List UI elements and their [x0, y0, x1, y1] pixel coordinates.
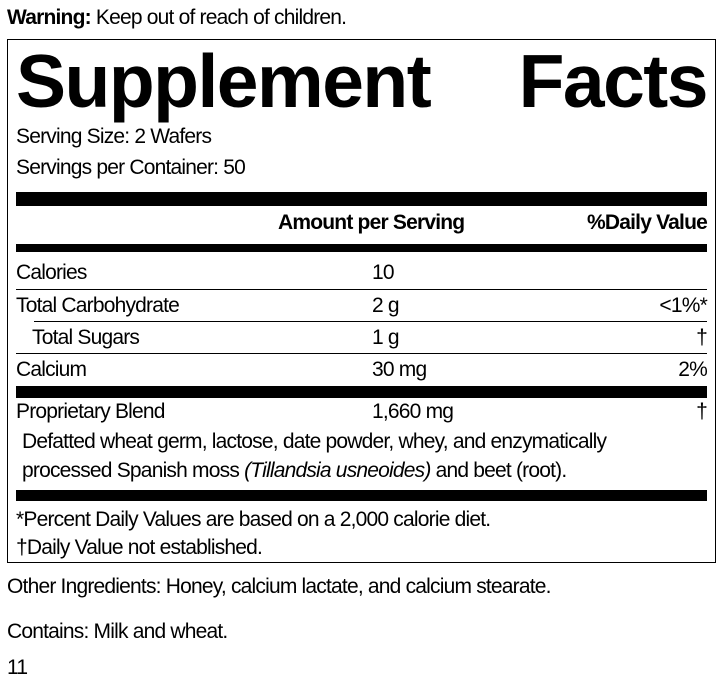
- warning-text: Warning: Keep out of reach of children.: [7, 6, 347, 30]
- footnote-daily-values: *Percent Daily Values are based on a 2,0…: [16, 508, 491, 531]
- footnote-not-established: †Daily Value not established.: [16, 536, 263, 559]
- divider-thick: [16, 386, 707, 398]
- header-daily-value: %Daily Value: [587, 211, 708, 234]
- other-ingredients: Other Ingredients: Honey, calcium lactat…: [7, 575, 552, 598]
- nutrient-name: Proprietary Blend: [16, 400, 165, 423]
- nutrient-dv: †: [696, 326, 708, 349]
- serving-size: Serving Size: 2 Wafers: [16, 125, 212, 148]
- divider-medium: [16, 244, 707, 252]
- row-calcium: Calcium 30 mg 2%: [16, 355, 708, 385]
- warning-message: Keep out of reach of children.: [95, 6, 347, 29]
- blend-text: processed Spanish moss: [22, 459, 245, 482]
- title-word-supplement: Supplement: [16, 39, 432, 123]
- nutrient-name: Calcium: [16, 358, 87, 381]
- nutrient-amount: 1,660 mg: [372, 400, 454, 423]
- nutrient-dv: <1%*: [659, 294, 707, 317]
- page-number: 11: [7, 656, 28, 679]
- row-total-sugars: Total Sugars 1 g †: [16, 323, 708, 353]
- nutrient-dv: †: [696, 400, 708, 423]
- title-word-facts: Facts: [518, 39, 709, 123]
- column-header: Amount per Serving %Daily Value: [16, 208, 708, 238]
- nutrient-amount: 2 g: [372, 294, 400, 317]
- panel-title: Supplement Facts: [16, 36, 709, 126]
- header-amount: Amount per Serving: [278, 211, 465, 234]
- divider-thin: [16, 353, 707, 354]
- blend-ingredients-line1: Defatted wheat germ, lactose, date powde…: [22, 430, 607, 453]
- nutrient-amount: 30 mg: [372, 358, 427, 381]
- supplement-facts-panel: Supplement Facts Serving Size: 2 Wafers …: [7, 39, 716, 563]
- nutrient-name: Total Sugars: [32, 326, 140, 349]
- blend-ingredients-line2: processed Spanish moss (Tillandsia usneo…: [22, 459, 568, 483]
- blend-text: and beet (root).: [430, 459, 568, 482]
- row-calories: Calories 10: [16, 258, 707, 288]
- divider-thin: [16, 289, 707, 290]
- nutrient-name: Total Carbohydrate: [16, 294, 180, 317]
- allergen-statement: Contains: Milk and wheat.: [7, 620, 228, 643]
- row-proprietary-blend: Proprietary Blend 1,660 mg †: [16, 397, 708, 427]
- divider-thick: [16, 192, 707, 206]
- nutrient-name: Calories: [16, 261, 87, 284]
- servings-per-container: Servings per Container: 50: [16, 156, 246, 179]
- row-total-carbohydrate: Total Carbohydrate 2 g <1%*: [16, 291, 708, 321]
- blend-latin-name: (Tillandsia usneoides): [244, 459, 431, 482]
- divider-thick: [16, 490, 707, 501]
- nutrient-dv: 2%: [678, 358, 708, 381]
- divider-thin: [34, 321, 707, 322]
- nutrient-amount: 1 g: [372, 326, 400, 349]
- nutrient-amount: 10: [372, 261, 395, 284]
- warning-label: Warning:: [7, 6, 92, 29]
